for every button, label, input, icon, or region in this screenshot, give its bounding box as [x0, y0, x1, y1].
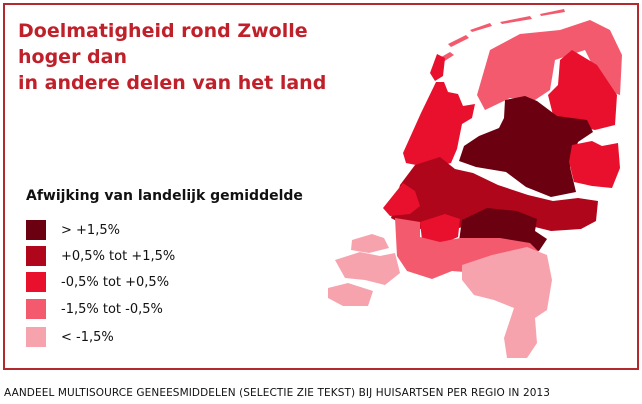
region-den-haag	[383, 183, 420, 216]
region-northeast	[548, 50, 617, 130]
region-north	[477, 20, 622, 110]
title-line-1: Doelmatigheid rond Zwolle hoger dan	[18, 20, 308, 68]
legend-label: -0,5% tot +0,5%	[61, 274, 170, 290]
title-line-2: in andere delen van het land	[18, 72, 327, 94]
legend-swatch	[26, 246, 46, 266]
region-midden	[391, 157, 598, 231]
page-title: Doelmatigheid rond Zwolle hoger dan in a…	[18, 18, 348, 96]
legend-swatch	[26, 220, 46, 240]
legend-label: +0,5% tot +1,5%	[61, 248, 176, 264]
legend-item: -0,5% tot +0,5%	[26, 272, 169, 292]
region-rijnmond	[420, 214, 460, 245]
legend-title: Afwijking van landelijk gemiddelde	[26, 188, 303, 204]
region-brabant	[395, 218, 542, 279]
legend-swatch	[26, 272, 46, 292]
legend-item: < -1,5%	[26, 327, 114, 347]
legend-swatch	[26, 327, 46, 347]
legend-label: -1,5% tot -0,5%	[61, 301, 163, 317]
region-texel	[430, 54, 445, 81]
legend-item: > +1,5%	[26, 220, 120, 240]
region-twente	[569, 141, 620, 188]
chart-frame	[3, 3, 639, 370]
region-zeeland	[328, 234, 400, 306]
legend-item: -1,5% tot -0,5%	[26, 299, 163, 319]
footer-caption: AANDEEL MULTISOURCE GENEESMIDDELEN (SELE…	[4, 387, 551, 399]
legend-label: > +1,5%	[61, 222, 120, 238]
legend-item: +0,5% tot +1,5%	[26, 246, 175, 266]
legend-swatch	[26, 299, 46, 319]
region-zwolle	[459, 96, 593, 197]
legend-label: < -1,5%	[61, 329, 114, 345]
region-noord-holland	[403, 82, 475, 168]
region-limburg	[462, 247, 552, 358]
